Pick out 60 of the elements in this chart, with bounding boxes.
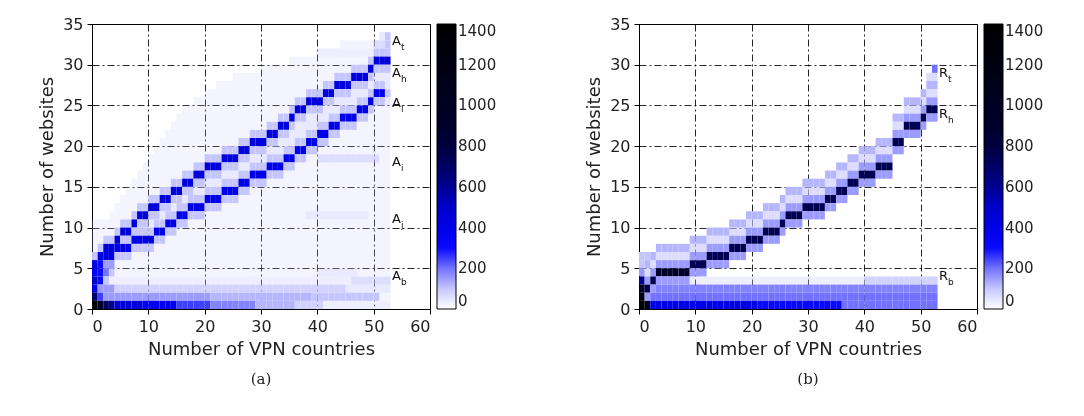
color-bar-label: 1200 (458, 55, 497, 74)
text: (b) (797, 370, 819, 388)
color-bar-label: 0 (1005, 292, 1015, 310)
x-tick-label: 40 (307, 316, 329, 336)
color-bar-label: 1000 (458, 96, 497, 115)
color-bar-label: 400 (458, 218, 487, 237)
y-tick-label: 5 (620, 258, 631, 278)
color-bar-label: 1000 (1005, 96, 1044, 115)
y-tick-label: 0 (620, 299, 631, 319)
y-tick-label: 20 (610, 136, 631, 156)
color-bar-label: 0 (458, 292, 468, 310)
y-axis-title: Number of websites (583, 76, 605, 258)
x-tick-label: 60 (957, 316, 978, 336)
color-bar-label: 1400 (1005, 22, 1044, 40)
text: (a) (250, 370, 272, 388)
x-tick-label: 10 (138, 316, 160, 336)
y-tick-label: 35 (610, 14, 631, 34)
color-bar-label: 600 (458, 177, 487, 196)
color-bar-label: 200 (1005, 259, 1034, 278)
annotation: A$_{h}$ (392, 65, 407, 84)
x-tick-label: 40 (854, 316, 876, 336)
annotation: R$_{t}$ (939, 65, 953, 84)
y-tick-label: 30 (63, 55, 84, 75)
color-bar-label: 1400 (458, 22, 497, 40)
annotation: R$_{h}$ (939, 106, 954, 125)
y-tick-label: 35 (63, 14, 84, 34)
color-bar-label: 400 (1005, 218, 1034, 237)
y-tick-label: 30 (610, 55, 631, 75)
color-bar-label: 600 (1005, 177, 1034, 196)
y-tick-label: 10 (610, 218, 631, 238)
x-tick-label: 30 (798, 316, 819, 336)
y-tick-label: 10 (63, 218, 84, 238)
y-tick-label: 5 (73, 258, 84, 278)
color-bar-label: 800 (1005, 137, 1034, 156)
x-tick-label: 30 (251, 316, 272, 336)
x-tick-label: 0 (639, 316, 650, 336)
annotation: A$_{i}$ (392, 154, 404, 173)
y-tick-label: 25 (63, 95, 84, 115)
y-tick-label: 25 (610, 95, 631, 115)
y-tick-label: 15 (610, 177, 631, 197)
x-tick-label: 10 (685, 316, 707, 336)
x-tick-label: 20 (741, 316, 763, 336)
color-bar-label: 1200 (1005, 55, 1044, 74)
x-tick-label: 50 (363, 316, 385, 336)
x-tick-label: 0 (92, 316, 103, 336)
annotation: R$_{b}$ (939, 268, 955, 287)
annotation: A$_{b}$ (392, 268, 407, 287)
x-tick-label: 60 (410, 316, 431, 336)
annotation: A$_{t}$ (392, 33, 405, 52)
x-axis-title: Number of VPN countries (694, 337, 923, 359)
y-tick-label: 20 (63, 136, 84, 156)
x-tick-label: 50 (910, 316, 932, 336)
y-tick-label: 0 (73, 299, 84, 319)
y-axis-title: Number of websites (36, 76, 58, 258)
y-tick-label: 15 (63, 177, 84, 197)
color-bar-label: 800 (458, 137, 487, 156)
x-tick-label: 20 (194, 316, 216, 336)
x-axis-title: Number of VPN countries (147, 337, 376, 359)
annotation: A$_{j}$ (392, 211, 404, 230)
color-bar-label: 200 (458, 259, 487, 278)
